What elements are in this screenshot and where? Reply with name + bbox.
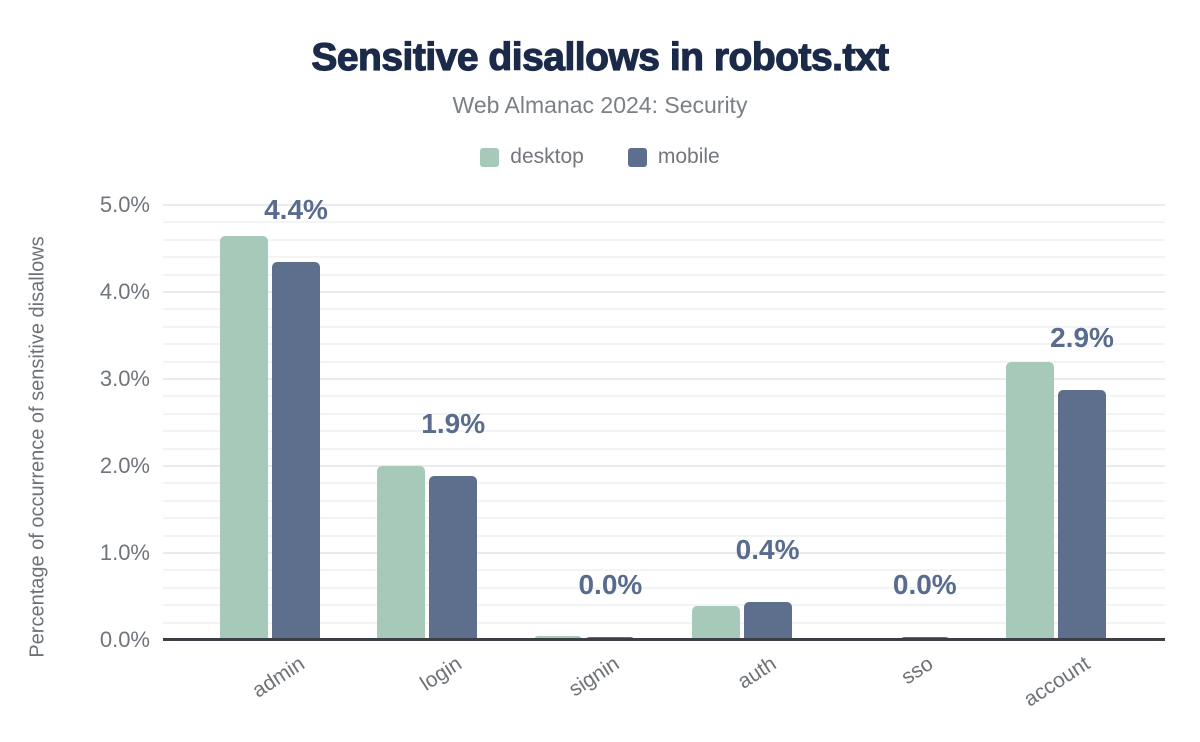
bar-desktop-admin[interactable]	[220, 236, 268, 640]
gridline-minor	[163, 412, 1165, 415]
gridline-minor	[163, 430, 1165, 433]
legend-item-desktop[interactable]: desktop	[480, 145, 584, 169]
gridline-major	[163, 465, 1165, 467]
x-tick-label-signin: signin	[564, 652, 623, 702]
value-label-admin: 4.4%	[264, 193, 328, 225]
gridline-minor	[163, 343, 1165, 346]
y-tick-label: 3.0%	[99, 366, 150, 391]
bar-desktop-auth[interactable]	[691, 606, 740, 640]
gridline-minor	[163, 482, 1165, 485]
gridline-minor	[163, 604, 1165, 607]
x-axis-line	[163, 638, 1165, 641]
chart-title: Sensitive disallows in robots.txt	[311, 35, 890, 79]
gridline-major	[163, 378, 1165, 380]
gridline-minor	[163, 517, 1165, 520]
gridline-minor	[163, 499, 1165, 502]
chart-subtitle: Web Almanac 2024: Security	[452, 92, 748, 118]
bar-desktop-account[interactable]	[1006, 361, 1054, 640]
value-label-account: 2.9%	[1050, 322, 1114, 354]
value-label-auth: 0.4%	[735, 533, 800, 565]
gridline-minor	[163, 273, 1165, 276]
bar-mobile-auth[interactable]	[743, 601, 792, 640]
x-tick-label-sso: sso	[897, 652, 938, 690]
gridline-minor	[163, 221, 1165, 224]
gridline-minor	[163, 447, 1165, 450]
y-tick-label: 2.0%	[99, 453, 150, 478]
mobile-swatch-icon	[627, 147, 647, 167]
legend-item-mobile[interactable]: mobile	[627, 145, 720, 169]
x-tick-label-admin: admin	[248, 652, 309, 703]
gridline-minor	[163, 395, 1165, 398]
gridline-minor	[163, 360, 1165, 363]
gridline-minor	[163, 586, 1165, 589]
y-tick-label: 4.0%	[99, 279, 150, 304]
x-tick-label-login: login	[415, 652, 466, 696]
gridline-major	[163, 204, 1165, 206]
gridline-minor	[163, 569, 1165, 572]
gridline-minor	[163, 325, 1165, 328]
legend-label-mobile: mobile	[657, 145, 720, 168]
desktop-swatch-icon	[480, 147, 500, 167]
bar-desktop-signin[interactable]	[534, 635, 583, 640]
y-tick-label: 5.0%	[99, 192, 150, 217]
value-label-signin: 0.0%	[578, 569, 643, 601]
gridline-major	[163, 552, 1165, 554]
bar-desktop-login[interactable]	[377, 466, 426, 640]
value-label-sso: 0.0%	[892, 569, 957, 601]
gridline-minor	[163, 621, 1165, 624]
bar-mobile-account[interactable]	[1058, 390, 1106, 640]
gridline-minor	[163, 308, 1165, 311]
gridline-major	[163, 291, 1165, 293]
bar-mobile-login[interactable]	[429, 476, 478, 640]
y-tick-label: 0.0%	[99, 627, 150, 652]
gridline-minor	[163, 534, 1165, 537]
legend: desktop mobile	[0, 144, 1200, 170]
x-tick-label-account: account	[1020, 652, 1095, 712]
x-tick-label-auth: auth	[733, 652, 781, 694]
value-label-login: 1.9%	[421, 408, 486, 440]
legend-label-desktop: desktop	[510, 145, 584, 168]
bar-mobile-admin[interactable]	[272, 261, 320, 640]
y-tick-label: 1.0%	[99, 540, 150, 565]
gridline-minor	[163, 256, 1165, 259]
gridline-minor	[163, 238, 1165, 241]
